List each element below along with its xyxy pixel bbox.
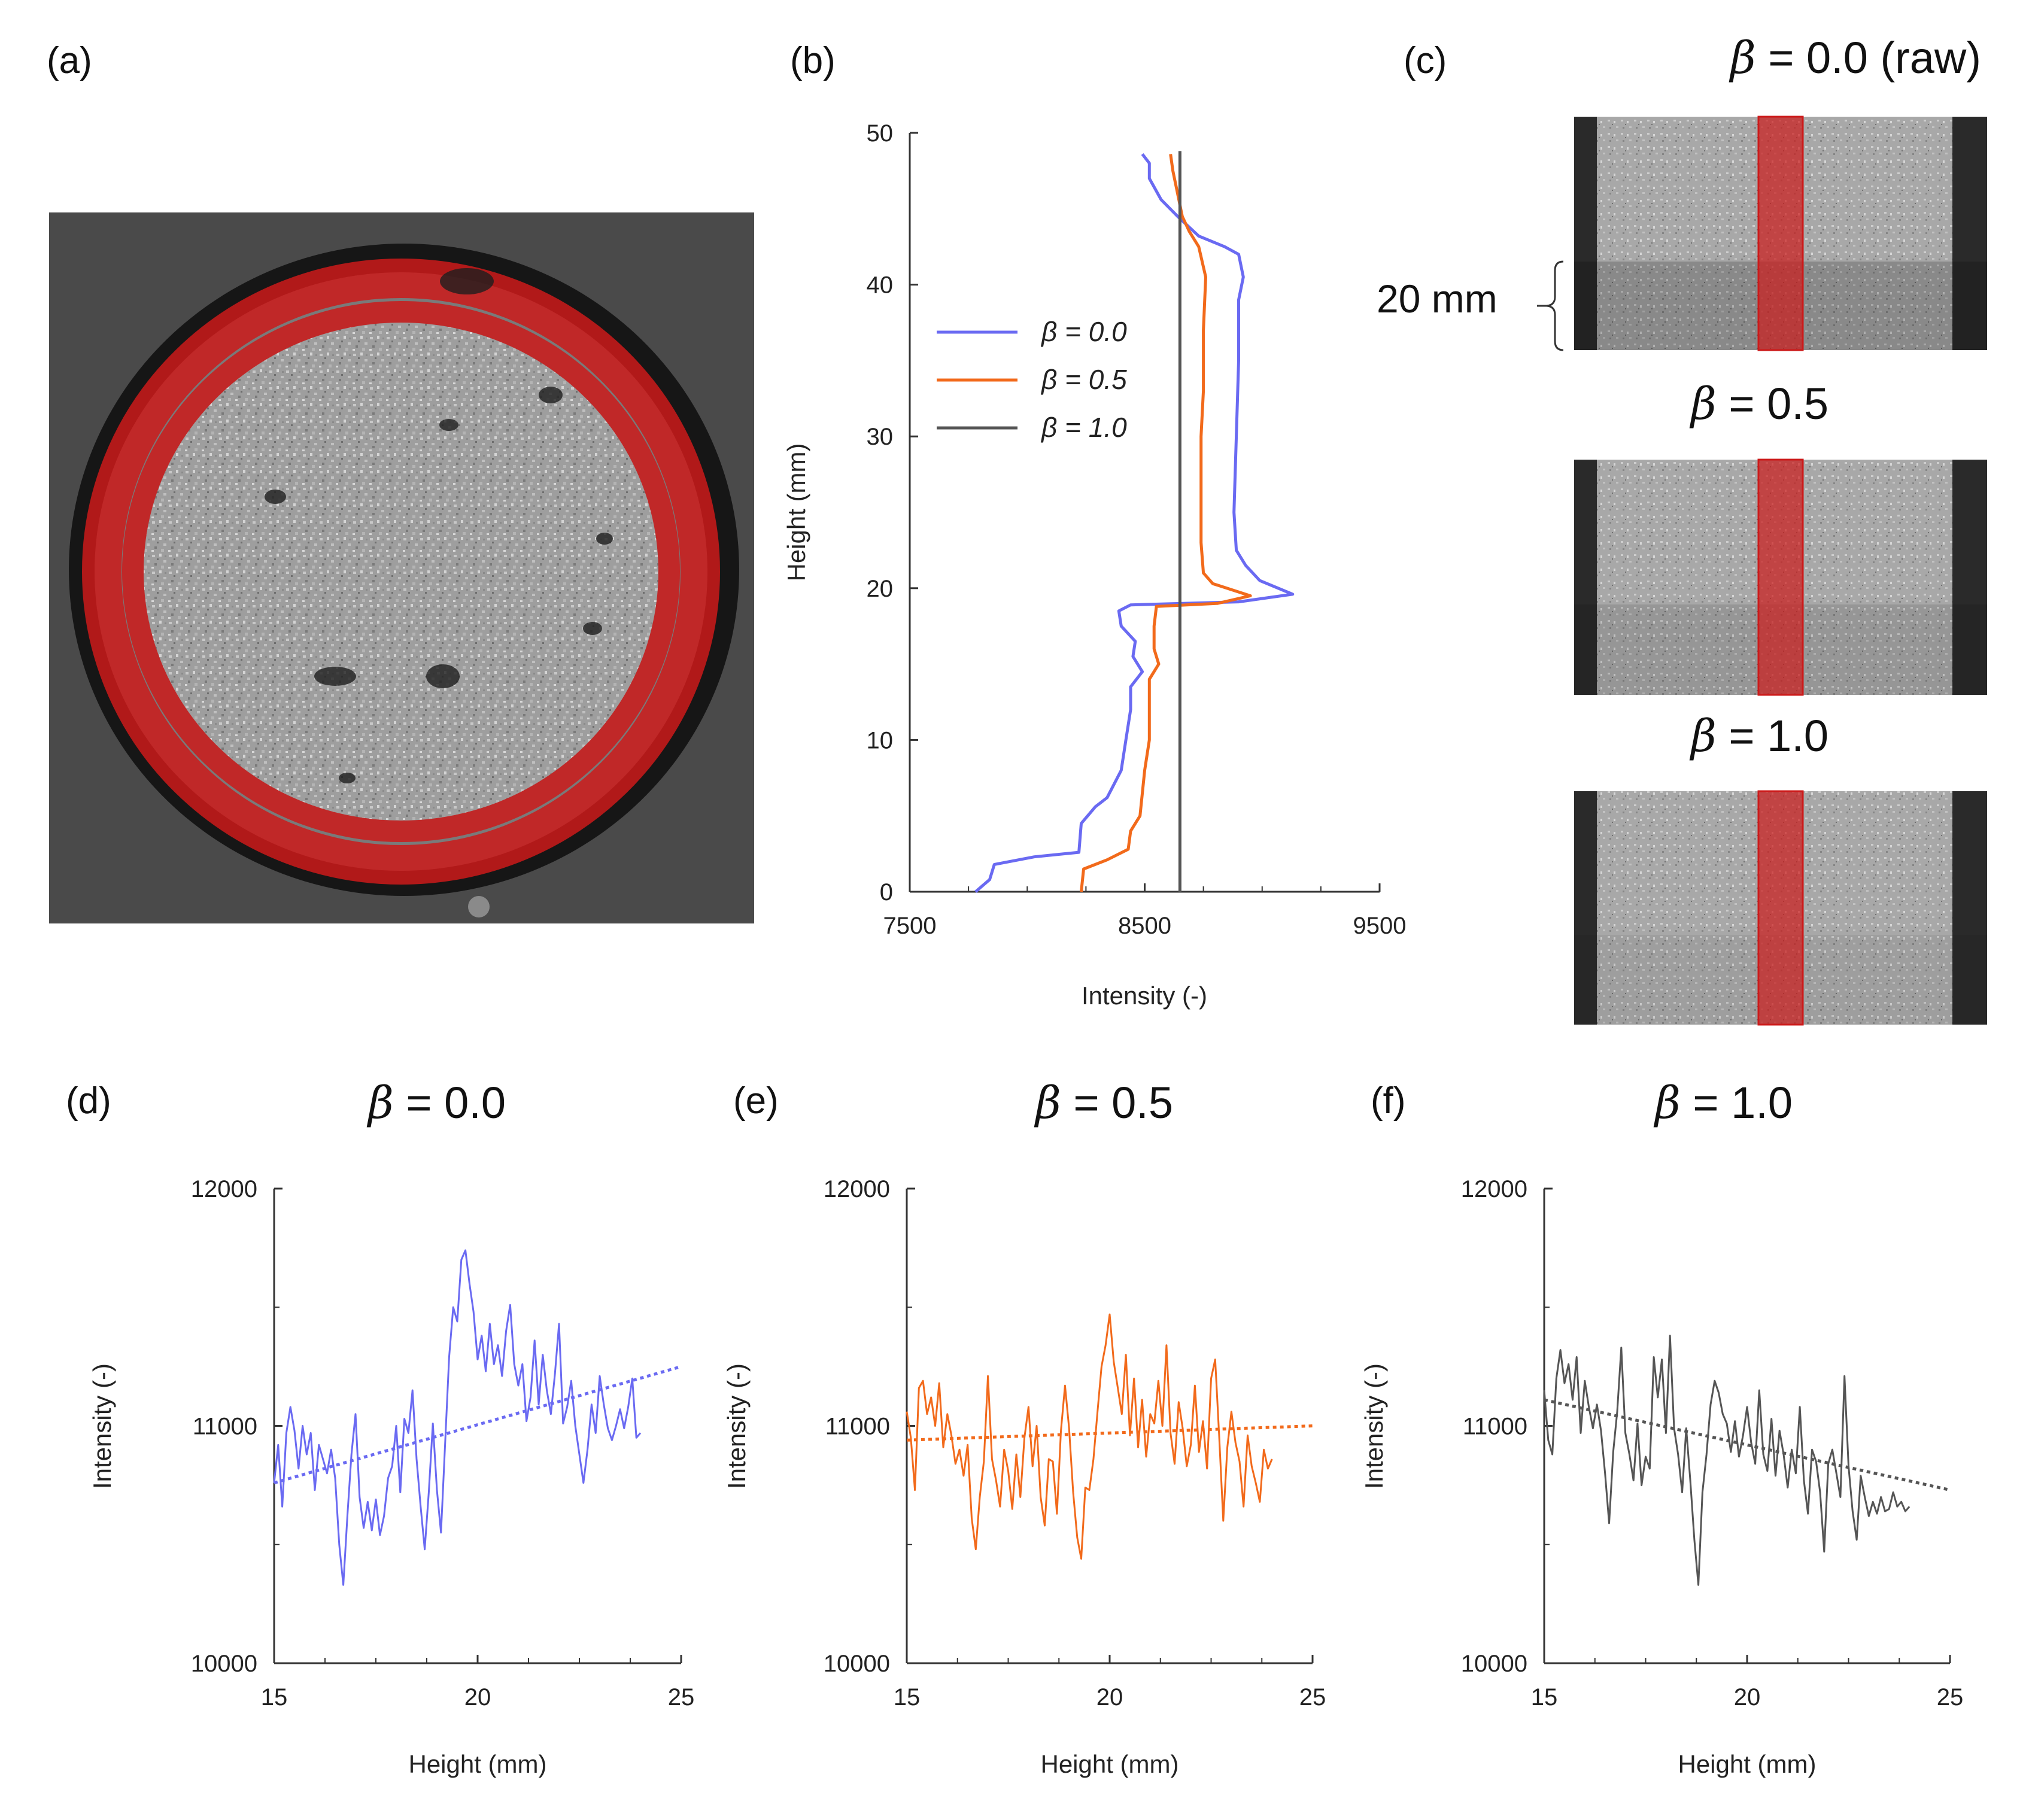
x-tick-label: 15	[261, 1684, 288, 1710]
panel-c-title-beta-1-0: β = 1.0	[1689, 710, 1828, 762]
x-tick-label: 20	[464, 1684, 491, 1710]
chart-d: 15 20 25 10000 11000 12000 Height (mm) Intensit…	[88, 1176, 694, 1778]
series-line-0-0	[273, 1249, 642, 1586]
panel-a: (a)	[47, 40, 754, 923]
panel-e-label: (e)	[733, 1080, 779, 1122]
y-tick-label: 11000	[825, 1414, 890, 1440]
x-tick-label: 8500	[1118, 913, 1171, 939]
panel-c: (c) β = 0.0 (raw) 20 mm β = 0.5 β = 1.0	[1377, 32, 1987, 1026]
x-axis-label: Height (mm)	[1040, 1750, 1178, 1778]
title-text: = 0.5	[1061, 1078, 1173, 1128]
title-text: = 0.0	[394, 1078, 506, 1128]
x-tick-label: 9500	[1353, 913, 1407, 939]
chart-e: 15 20 25 10000 11000 12000 Height (mm) Intensit…	[722, 1176, 1326, 1778]
beta-symbol: β	[1729, 32, 1756, 84]
ct-slice-image-beta-1-0	[1574, 790, 1987, 1026]
x-tick-label: 25	[668, 1684, 695, 1710]
y-axis-label: Intensity (-)	[88, 1363, 116, 1489]
legend-label-beta-1-0: β = 1.0	[1040, 412, 1127, 443]
legend-label-beta-0-0: β = 0.0	[1040, 316, 1127, 347]
panel-c-title-beta-0-5: β = 0.5	[1689, 378, 1828, 430]
y-axis-label: Height (mm)	[782, 443, 810, 581]
series-line-1-0	[1543, 1335, 1910, 1586]
y-tick-label: 40	[867, 272, 894, 299]
beta-symbol: β	[1034, 1077, 1061, 1129]
beta-symbol: β	[1689, 378, 1717, 430]
x-tick-label: 25	[1937, 1684, 1964, 1710]
panel-b: (b) 7500 8500 9500 0 10 20 30 40 50 Intensity (-)…	[782, 40, 1406, 1010]
title-text: = 0.5	[1717, 379, 1828, 429]
y-tick-label: 50	[867, 120, 894, 147]
x-tick-label: 20	[1734, 1684, 1761, 1710]
x-tick-label: 15	[1531, 1684, 1558, 1710]
y-tick-label: 12000	[191, 1176, 257, 1202]
x-tick-label: 15	[894, 1684, 921, 1710]
y-tick-label: 10000	[824, 1651, 890, 1677]
panel-e-title: β = 0.5	[1034, 1077, 1173, 1129]
scale-bar-20mm: 20 mm	[1377, 260, 1564, 351]
x-axis-label: Height (mm)	[408, 1750, 546, 1778]
y-tick-label: 11000	[1463, 1414, 1527, 1440]
x-axis-label: Height (mm)	[1678, 1750, 1816, 1778]
y-tick-label: 20	[867, 576, 894, 602]
panel-c-label: (c)	[1404, 40, 1447, 81]
trend-line	[1544, 1398, 1951, 1492]
chart-b: 7500 8500 9500 0 10 20 30 40 50 Intensity (-) Heig…	[782, 120, 1406, 1010]
title-text: = 1.0	[1681, 1078, 1793, 1128]
panel-b-label: (b)	[790, 40, 836, 81]
panel-d: (d) β = 0.0 15 20 25 10000 11000 12000 Height …	[66, 1077, 694, 1778]
chart-f: 15 20 25 10000 11000 12000 Height (mm) Intensit…	[1360, 1176, 1963, 1778]
y-tick-label: 11000	[193, 1414, 257, 1440]
beta-symbol: β	[1653, 1077, 1681, 1129]
series-line-0-0	[974, 153, 1295, 893]
legend-label-beta-0-5: β = 0.5	[1040, 364, 1127, 395]
y-tick-label: 10000	[1461, 1651, 1527, 1677]
ct-cross-section-image	[49, 212, 754, 923]
beta-symbol: β	[366, 1077, 394, 1129]
beta-symbol: β	[1689, 710, 1717, 762]
x-tick-label: 7500	[883, 913, 937, 939]
y-tick-label: 12000	[1461, 1176, 1527, 1202]
y-tick-label: 10000	[191, 1651, 257, 1677]
title-text: = 0.0 (raw)	[1756, 33, 1981, 83]
panel-c-title-raw: β = 0.0 (raw)	[1729, 32, 1981, 84]
y-tick-label: 0	[880, 879, 893, 906]
chart-b-legend: β = 0.0 β = 0.5 β = 1.0	[937, 316, 1127, 443]
x-axis-label: Intensity (-)	[1082, 982, 1207, 1010]
trend-line	[274, 1365, 682, 1485]
panel-d-title: β = 0.0	[366, 1077, 506, 1129]
y-tick-label: 12000	[824, 1176, 890, 1202]
panel-a-label: (a)	[47, 40, 92, 81]
scale-label: 20 mm	[1377, 277, 1498, 321]
panel-f: (f) β = 1.0 15 20 25 10000 11000 12000 Height …	[1360, 1077, 1963, 1778]
ct-slice-image-raw	[1574, 116, 1987, 351]
title-text: = 1.0	[1717, 711, 1828, 761]
y-tick-label: 30	[867, 424, 894, 450]
panel-d-label: (d)	[66, 1080, 111, 1122]
x-tick-label: 20	[1096, 1684, 1123, 1710]
y-axis-label: Intensity (-)	[722, 1363, 751, 1489]
x-tick-label: 25	[1299, 1684, 1326, 1710]
panel-e: (e) β = 0.5 15 20 25 10000 11000 12000 Height …	[722, 1077, 1326, 1778]
scale-bracket	[1546, 260, 1564, 351]
panel-f-label: (f)	[1371, 1080, 1406, 1122]
panel-f-title: β = 1.0	[1653, 1077, 1793, 1129]
y-axis-label: Intensity (-)	[1360, 1363, 1388, 1489]
ct-slice-image-beta-0-5	[1574, 458, 1987, 696]
series-line-0-5	[906, 1313, 1273, 1560]
y-tick-label: 10	[867, 727, 894, 753]
trend-line	[906, 1424, 1313, 1442]
series-line-0-5	[1080, 154, 1252, 892]
